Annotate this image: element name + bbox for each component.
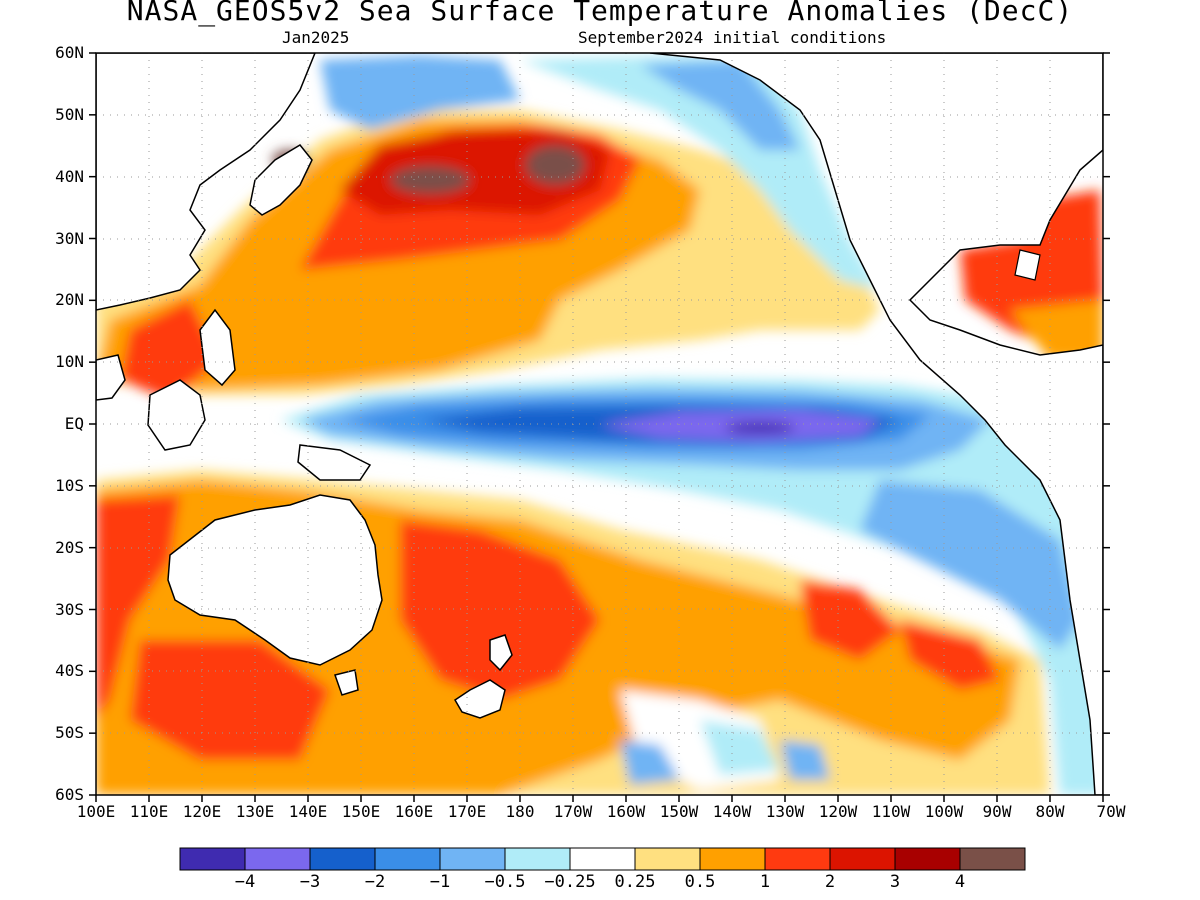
latitude-label: 60N <box>55 43 84 62</box>
longitude-label: 170W <box>553 802 593 821</box>
colorbar-label: −4 <box>234 872 256 892</box>
colorbar <box>179 847 1026 871</box>
latitude-label: 20N <box>55 290 84 310</box>
colorbar-swatch <box>179 847 246 871</box>
longitude-label: 120E <box>182 802 222 821</box>
colorbar-label: 0.5 <box>684 872 716 892</box>
colorbar-label: 4 <box>954 872 966 892</box>
colorbar-swatch <box>374 847 441 871</box>
longitude-label: 110W <box>871 802 911 821</box>
latitude-label: 10N <box>55 352 84 372</box>
colorbar-label: 2 <box>824 872 836 892</box>
colorbar-label: 1 <box>759 872 771 892</box>
longitude-label: 130E <box>235 802 275 821</box>
colorbar-swatch <box>439 847 506 871</box>
longitude-label: 150E <box>341 802 381 821</box>
colorbar-swatch <box>699 847 766 871</box>
colorbar-swatch <box>309 847 376 871</box>
longitude-label: 70W <box>1096 802 1126 821</box>
longitude-label: 140E <box>288 802 328 821</box>
anomaly-field <box>96 53 1103 795</box>
colorbar-swatch <box>829 847 896 871</box>
longitude-label: 150W <box>659 802 699 821</box>
map-title: NASA_GEOS5v2 Sea Surface Temperature Ano… <box>126 0 1074 27</box>
graticule <box>96 53 1103 795</box>
initial-conditions-label: September2024 initial conditions <box>578 28 887 47</box>
colorbar-swatch <box>504 847 571 871</box>
colorbar-swatch <box>634 847 701 871</box>
longitude-label: 90W <box>982 802 1012 821</box>
colorbar-swatch <box>569 847 636 871</box>
longitude-label: 100E <box>76 802 116 821</box>
latitude-label: 20S <box>55 537 84 557</box>
latitude-label: 50S <box>55 723 84 743</box>
colorbar-label: −3 <box>299 872 321 892</box>
colorbar-label: −2 <box>364 872 386 892</box>
latitude-label: 40N <box>55 166 84 186</box>
colorbar-swatch <box>764 847 831 871</box>
longitude-label: 160E <box>394 802 434 821</box>
colorbar-label: −0.5 <box>484 872 526 892</box>
forecast-month: Jan2025 <box>282 28 350 47</box>
longitude-label: 110E <box>129 802 169 821</box>
latitude-label: 60S <box>55 785 84 804</box>
longitude-label: 160W <box>606 802 646 821</box>
latitude-label: 30N <box>55 228 84 248</box>
latitude-label: 40S <box>55 661 84 681</box>
longitude-label: 140W <box>712 802 752 821</box>
colorbar-label: 0.25 <box>614 872 656 892</box>
longitude-label: 170E <box>447 802 487 821</box>
colorbar-swatch <box>894 847 961 871</box>
colorbar-label: −0.25 <box>544 872 596 892</box>
colorbar-swatch <box>244 847 311 871</box>
longitude-label: 180 <box>505 802 535 821</box>
latitude-label: EQ <box>64 414 84 433</box>
colorbar-label: 3 <box>889 872 901 892</box>
longitude-label: 80W <box>1035 802 1065 821</box>
longitude-label: 130W <box>765 802 805 821</box>
colorbar-swatch <box>959 847 1026 871</box>
latitude-label: 10S <box>55 475 84 495</box>
longitude-label: 120W <box>818 802 858 821</box>
colorbar-label: −1 <box>429 872 451 892</box>
longitude-label: 100W <box>924 802 964 821</box>
latitude-label: 50N <box>55 104 84 124</box>
latitude-label: 30S <box>55 599 84 619</box>
